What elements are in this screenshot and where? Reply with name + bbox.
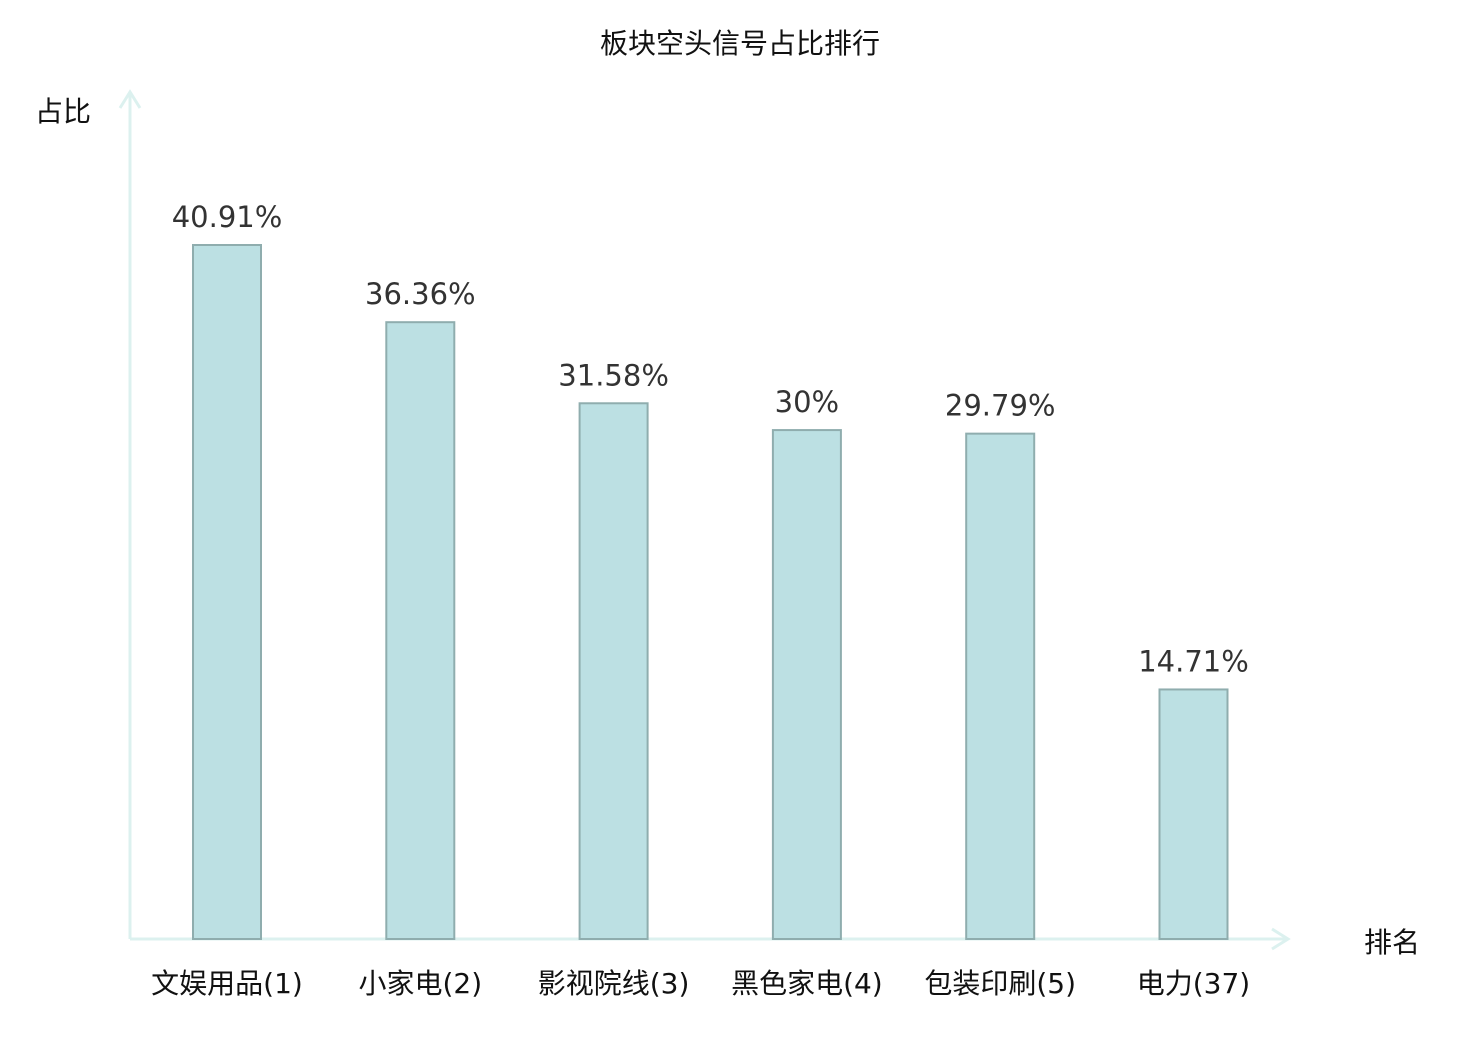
bar [578, 402, 649, 941]
chart-title: 板块空头信号占比排行 [600, 27, 880, 60]
bar [385, 321, 456, 940]
x-axis-label: 排名 [1364, 926, 1420, 959]
x-tick-label: 黑色家电(4) [731, 967, 883, 1000]
bar [965, 432, 1036, 940]
bar-value-label: 14.71% [1138, 644, 1249, 678]
bar-value-label: 40.91% [172, 200, 283, 234]
x-tick-label: 电力(37) [1137, 967, 1250, 1000]
bar-value-label: 31.58% [558, 358, 669, 392]
bar-value-label: 29.79% [945, 389, 1056, 423]
y-axis-arrow-icon [118, 89, 142, 109]
x-axis [130, 927, 1291, 951]
bars: 40.91% 文娱用品(1) 36.36% 小家电(2) 31.58% 影视院线(3) 30… [151, 200, 1250, 1000]
y-axis-label: 占比 [35, 95, 91, 128]
bar [192, 244, 262, 940]
bar-value-label: 30% [775, 385, 839, 419]
bar [771, 429, 842, 940]
x-tick-label: 文娱用品(1) [151, 967, 303, 1000]
x-axis-arrow-icon [1271, 927, 1291, 951]
x-tick-label: 小家电(2) [358, 967, 482, 1000]
bar-value-label: 36.36% [365, 277, 476, 311]
bar [1158, 688, 1229, 940]
x-tick-label: 包装印刷(5) [924, 967, 1076, 1000]
y-axis [118, 89, 142, 939]
x-tick-label: 影视院线(3) [538, 967, 690, 1000]
